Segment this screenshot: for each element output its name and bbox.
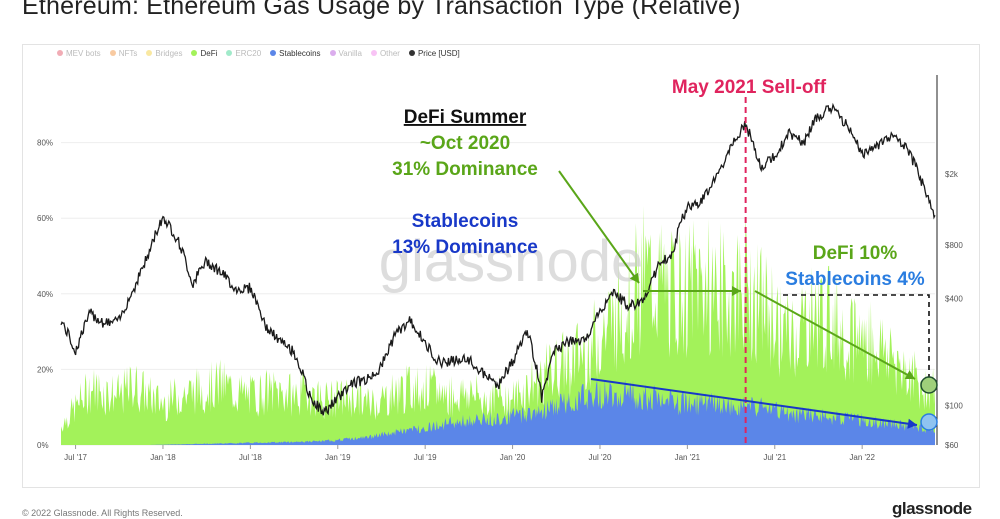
defi-summer-arrow-line: [558, 170, 640, 284]
x-tick-label: Jan '20: [500, 453, 526, 462]
chart-frame: MEV bots NFTs Bridges DeFi ERC20 Stablecoins V…: [22, 44, 980, 488]
watermark: glassnode: [379, 229, 643, 294]
defi-summer-dominance: 31% Dominance: [392, 159, 538, 180]
legend-item-bridges[interactable]: Bridges: [146, 49, 182, 58]
stablecoins-current-marker-icon: [920, 413, 938, 431]
y-left-tick-label: 60%: [37, 214, 53, 223]
brand-logo: glassnode: [892, 499, 972, 518]
x-tick-label: Jan '18: [150, 453, 176, 462]
x-tick-label: Jan '22: [849, 453, 875, 462]
legend-label: Bridges: [155, 49, 183, 58]
defi-summer-arrow-head-icon: [629, 272, 639, 283]
defi-summer-date: ~Oct 2020: [420, 133, 510, 154]
stablecoins-now-label: Stablecoins 4%: [785, 269, 924, 290]
legend-dot-icon: [146, 50, 153, 56]
legend-label: NFTs: [118, 49, 138, 58]
stablecoins-decline-arrow-line: [590, 378, 918, 426]
y-right-tick-label: $100: [945, 402, 963, 411]
legend-label: Price [USD]: [417, 49, 460, 58]
legend-label: DeFi: [200, 49, 218, 58]
x-tick-label: Jul '18: [239, 453, 262, 462]
x-tick-label: Jan '21: [675, 453, 701, 462]
legend-item-vanilla[interactable]: Vanilla: [329, 49, 362, 58]
legend-label: MEV bots: [66, 49, 101, 58]
legend-dot-icon: [109, 50, 116, 56]
legend-item-nfts[interactable]: NFTs: [109, 49, 138, 58]
defi-now-label: DeFi 10%: [813, 243, 898, 264]
stablecoins-title: Stablecoins: [412, 211, 519, 232]
legend: MEV bots NFTs Bridges DeFi ERC20 Stablecoins V…: [57, 49, 469, 58]
legend-label: Other: [379, 49, 400, 58]
chart-canvas: 0% 20% 40% 60% 80% $60 $100 $400 $800 $2k Jul '17 J…: [37, 75, 963, 462]
legend-dot-icon: [191, 50, 198, 56]
x-tick-label: Jul '21: [763, 453, 786, 462]
legend-item-other[interactable]: Other: [370, 49, 400, 58]
defi-summer-heading: DeFi Summer: [404, 107, 527, 128]
legend-label: Vanilla: [338, 49, 362, 58]
legend-item-mev-bots[interactable]: MEV bots: [57, 49, 101, 58]
x-tick-label: Jan '19: [325, 453, 351, 462]
legend-dot-icon: [226, 50, 233, 56]
stablecoins-decline-arrow-head-icon: [907, 418, 917, 429]
defi-decline-arrow-line: [754, 290, 916, 380]
legend-dot-icon: [370, 50, 377, 56]
y-left-tick-label: 20%: [37, 365, 53, 374]
defi-area: [61, 205, 935, 445]
legend-item-stablecoins[interactable]: Stablecoins: [270, 49, 321, 58]
defi-flat-arrow-head-icon: [732, 286, 741, 296]
y-left-tick-label: 0%: [37, 441, 49, 450]
y-left-tick-label: 80%: [37, 139, 53, 148]
legend-dot-icon: [408, 50, 415, 56]
defi-decline-arrow-head-icon: [904, 370, 915, 380]
y-left-tick-label: 40%: [37, 290, 53, 299]
legend-label: ERC20: [235, 49, 262, 58]
legend-item-price-usd[interactable]: Price [USD]: [408, 49, 460, 58]
stablecoins-area: [61, 379, 935, 445]
legend-item-defi[interactable]: DeFi: [191, 49, 217, 58]
y-right-tick-label: $800: [945, 241, 963, 250]
copyright-text: © 2022 Glassnode. All Rights Reserved.: [22, 508, 183, 518]
y-right-tick-label: $60: [945, 441, 959, 450]
price-line: [60, 102, 936, 416]
y-right-tick-label: $400: [945, 294, 963, 303]
legend-item-erc20[interactable]: ERC20: [226, 49, 261, 58]
x-tick-label: Jul '19: [414, 453, 437, 462]
legend-dot-icon: [329, 50, 336, 56]
chart-title: Ethereum: Ethereum Gas Usage by Transact…: [22, 0, 741, 20]
legend-dot-icon: [57, 50, 63, 56]
y-right-tick-label: $2k: [945, 170, 959, 179]
defi-current-marker-icon: [920, 376, 938, 394]
x-tick-label: Jul '20: [589, 453, 612, 462]
x-tick-label: Jul '17: [64, 453, 87, 462]
current-level-bracket: [783, 294, 930, 385]
legend-label: Stablecoins: [279, 49, 321, 58]
selloff-label: May 2021 Sell-off: [672, 77, 827, 98]
stablecoins-dominance: 13% Dominance: [392, 237, 538, 258]
legend-dot-icon: [270, 50, 277, 56]
